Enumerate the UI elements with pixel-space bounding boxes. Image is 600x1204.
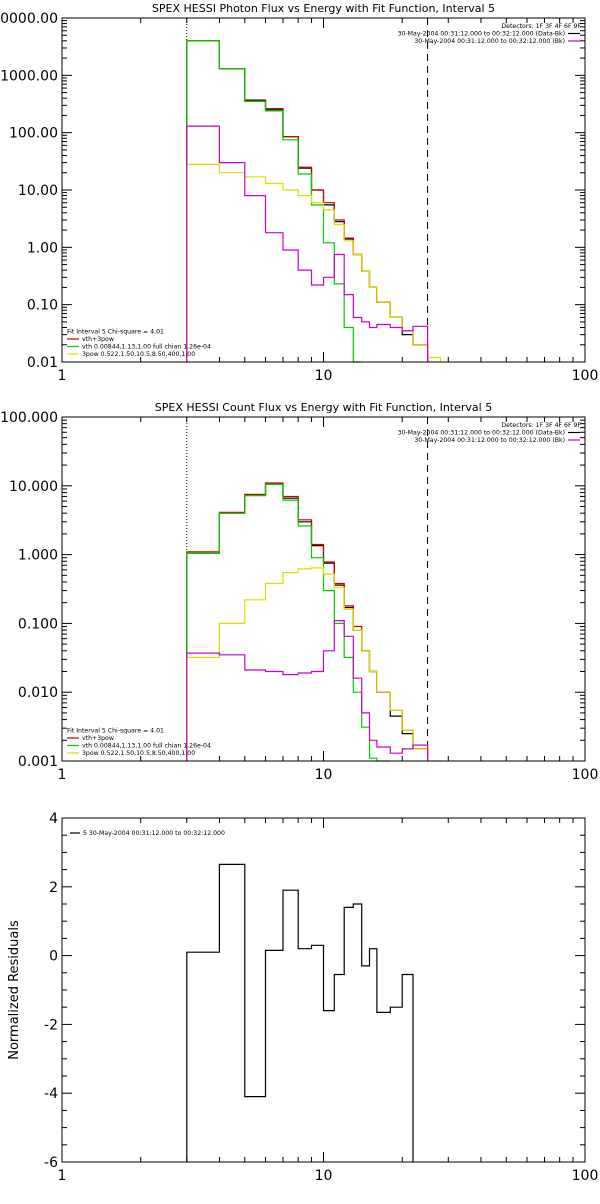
chart-2-legend-label: 30-May-2004 00:31:12.000 to 00:32:12.000…: [398, 430, 565, 437]
chart-2-series-pow: [186, 567, 441, 762]
chart-1-legend-label: Detectors: 1F 3F 4F 6F 9F: [501, 23, 581, 30]
chart-3-x-tick-label: 100: [572, 1168, 599, 1184]
chart-2-series-fit: [186, 482, 429, 761]
chart-1-x-tick-label: 1: [58, 368, 67, 384]
chart-2-legend-label: Fit Interval 5 Chi-square = 4.01: [67, 728, 164, 735]
chart-3-y-tick-label: -6: [44, 1155, 58, 1171]
chart-2-x-tick-label: 1: [58, 767, 67, 783]
chart-2-legend-label: Detectors: 1F 3F 4F 6F 9F: [501, 422, 581, 429]
chart-3-y-tick-label: 0: [49, 949, 58, 965]
chart-3-legend-label: 5 30-May-2004 00:31:12.000 to 00:32:12.0…: [83, 830, 225, 837]
chart-2-series-bk: [186, 620, 429, 761]
chart-1-y-tick-label: 100.00: [9, 126, 58, 142]
chart-2-y-tick-label: 0.010: [18, 685, 58, 701]
chart-3-ylabel: Normalized Residuals: [7, 920, 22, 1060]
chart-1-y-tick-label: 0.01: [27, 355, 58, 371]
chart-1-series-data: [186, 40, 429, 362]
chart-2-series-vth: [186, 483, 391, 762]
chart-2-frame: [61, 416, 586, 762]
chart-2-x-tick-label: 100: [572, 767, 599, 783]
chart-1-x-tick-label: 10: [315, 368, 333, 384]
chart-1-y-tick-label: 10.00: [18, 183, 58, 199]
chart-1-y-tick-label: 1.00: [27, 240, 58, 256]
chart-1-legend-label: vth 0.00844,1.13,1.00 full chian 1.26e-0…: [82, 344, 211, 351]
chart-3-y-tick-label: -2: [44, 1017, 58, 1033]
chart-3-series-residuals: [186, 863, 414, 1162]
chart-1-y-tick-label: 10000.00: [0, 11, 58, 27]
chart-3-x-tick-label: 1: [58, 1168, 67, 1184]
chart-1-legend-label: 3pow 0.522,1.50,10.5,8.50,400,1.00: [82, 351, 195, 358]
chart-1-legend-label: 30-May-2004 00:31:12.000 to 00:32:12.000…: [414, 38, 565, 45]
chart-2-y-tick-label: 0.100: [18, 616, 58, 632]
chart-2-title: SPEX HESSI Count Flux vs Energy with Fit…: [155, 401, 492, 414]
chart-3-y-tick-label: -4: [44, 1086, 58, 1102]
chart-2-y-tick-label: 1.000: [18, 548, 58, 564]
chart-1-series-vth: [186, 40, 362, 363]
chart-3-frame: [61, 817, 586, 1163]
chart-1-series-bk: [186, 125, 429, 362]
chart-2-legend-label: 3pow 0.522,1.50,10.5,8.50,400,1.00: [82, 750, 195, 757]
chart-1-legend-label: 30-May-2004 00:31:12.000 to 00:32:12.000…: [398, 31, 565, 38]
chart-2-y-tick-label: 100.000: [0, 410, 58, 426]
chart-2-legend-label: vth+3pow: [82, 735, 114, 742]
chart-2-y-tick-label: 10.000: [9, 479, 58, 495]
chart-1-frame: [61, 17, 586, 363]
chart-3-y-tick-label: 2: [49, 880, 58, 896]
chart-2-legend-label: vth 0.00844,1.13,1.00 full chian 1.26e-0…: [82, 743, 211, 750]
chart-2-y-tick-label: 0.001: [18, 754, 58, 770]
chart-2-x-tick-label: 10: [315, 767, 333, 783]
chart-1-title: SPEX HESSI Photon Flux vs Energy with Fi…: [152, 2, 495, 15]
chart-1-x-tick-label: 100: [572, 368, 599, 384]
chart-1-legend-label: Fit Interval 5 Chi-square = 4.01: [67, 329, 164, 336]
chart-3-y-tick-label: 4: [49, 811, 58, 827]
chart-1-y-tick-label: 0.10: [27, 298, 58, 314]
chart-3-x-tick-label: 10: [315, 1168, 333, 1184]
chart-1-y-tick-label: 1000.00: [0, 68, 58, 84]
chart-2-legend-label: 30-May-2004 00:31:12.000 to 00:32:12.000…: [414, 437, 565, 444]
chart-1-legend-label: vth+3pow: [82, 336, 114, 343]
chart-1-series-fit: [186, 40, 429, 362]
